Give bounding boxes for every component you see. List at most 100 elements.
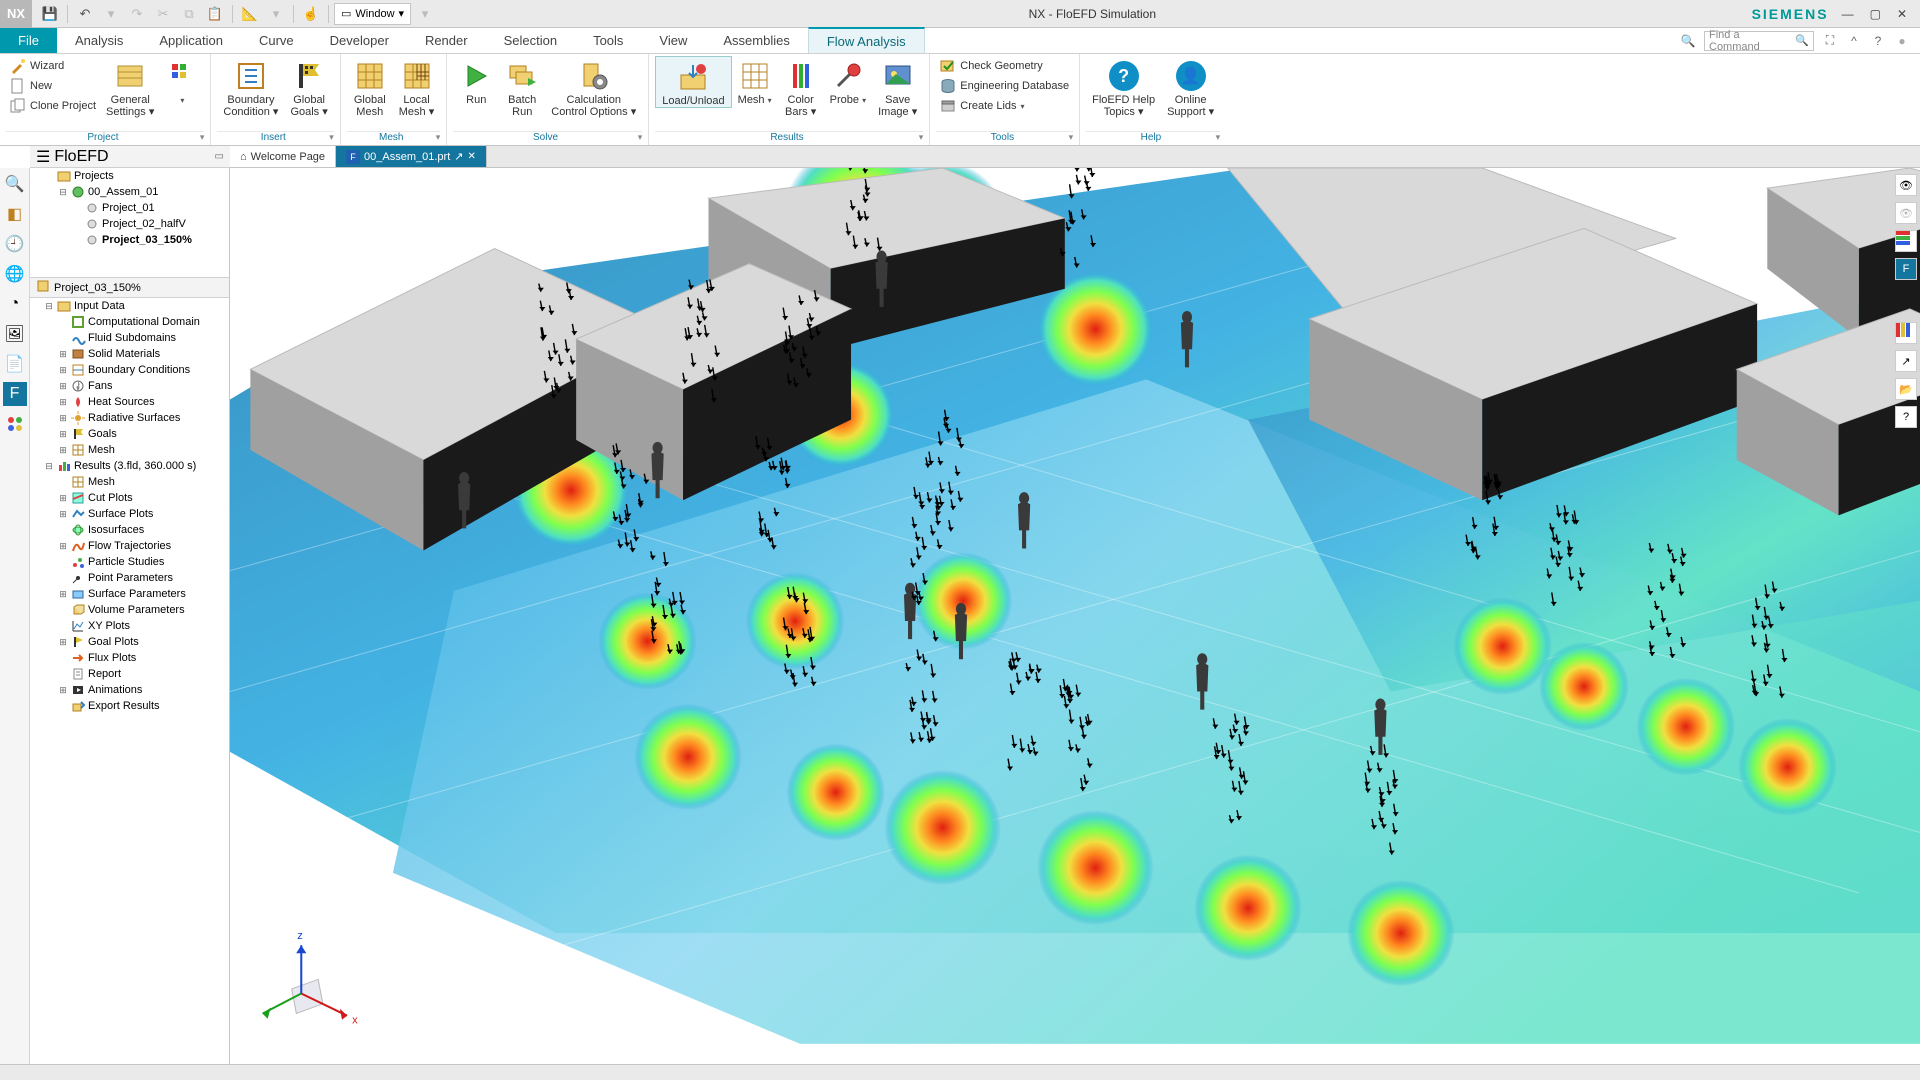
rr-flag-icon[interactable]: F	[1895, 258, 1917, 280]
calc-control-options-button[interactable]: CalculationControl Options ▾	[545, 56, 642, 118]
load-unload-button[interactable]: Load/Unload	[655, 56, 731, 108]
rr-open-icon[interactable]: 📂	[1895, 378, 1917, 400]
input-item[interactable]: Computational Domain	[58, 314, 229, 330]
global-goals-button[interactable]: GlobalGoals ▾	[284, 56, 333, 118]
menu-tab-analysis[interactable]: Analysis	[57, 28, 141, 53]
project-item[interactable]: Project_02_halfV	[72, 216, 229, 232]
active-document-tab[interactable]: F 00_Assem_01.prt ↗ ✕	[336, 146, 487, 167]
window-selector[interactable]: ▭ Window ▾	[334, 3, 411, 25]
undo-caret-icon[interactable]: ▾	[99, 2, 123, 26]
local-mesh-button[interactable]: LocalMesh ▾	[393, 56, 440, 118]
results-node[interactable]: ⊟Results (3.fld, 360.000 s)	[44, 458, 229, 474]
save-icon[interactable]: 💾	[38, 2, 62, 26]
input-item[interactable]: ⊞Fans	[58, 378, 229, 394]
undo-icon[interactable]: ↶	[73, 2, 97, 26]
close-button[interactable]: ✕	[1894, 7, 1910, 21]
rail-doc-icon[interactable]: 📄	[3, 352, 27, 376]
run-button[interactable]: Run	[453, 56, 499, 106]
create-lids-button[interactable]: Create Lids ▾	[936, 96, 1073, 116]
input-item[interactable]: Fluid Subdomains	[58, 330, 229, 346]
input-item[interactable]: ⊞Radiative Surfaces	[58, 410, 229, 426]
menu-tab-application[interactable]: Application	[141, 28, 241, 53]
project-item[interactable]: Project_03_150%	[72, 232, 229, 248]
input-item[interactable]: ⊞Heat Sources	[58, 394, 229, 410]
rail-finder-icon[interactable]: 🔍	[3, 172, 27, 196]
general-settings-button[interactable]: GeneralSettings ▾	[100, 56, 160, 118]
input-item[interactable]: ⊞Mesh	[58, 442, 229, 458]
assembly-node[interactable]: ⊟00_Assem_01	[58, 184, 229, 200]
rail-globe-icon[interactable]: 🌐	[3, 262, 27, 286]
copy-icon[interactable]: ⧉	[177, 2, 201, 26]
pin-icon[interactable]: ▭	[215, 151, 224, 162]
check-geometry-button[interactable]: Check Geometry	[936, 56, 1073, 76]
input-item[interactable]: ⊞Goals	[58, 426, 229, 442]
results-item[interactable]: Volume Parameters	[58, 602, 229, 618]
menu-tab-tools[interactable]: Tools	[575, 28, 641, 53]
rr-colorbar-icon[interactable]	[1895, 230, 1917, 252]
redo-icon[interactable]: ↷	[125, 2, 149, 26]
rr-eye-icon[interactable]: 👁	[1895, 174, 1917, 196]
menu-tab-flow-analysis[interactable]: Flow Analysis	[808, 27, 925, 53]
rail-nav-icon[interactable]: ◧	[3, 202, 27, 226]
search-icon[interactable]: 🔍	[1680, 33, 1696, 49]
results-item[interactable]: Report	[58, 666, 229, 682]
command-search-input[interactable]: Find a Command 🔍	[1704, 31, 1814, 51]
wizard-button[interactable]: Wizard	[6, 56, 100, 76]
results-item[interactable]: ⊞Surface Parameters	[58, 586, 229, 602]
menu-tab-selection[interactable]: Selection	[486, 28, 575, 53]
clone-project-button[interactable]: Clone Project	[6, 96, 100, 116]
maximize-button[interactable]: ▢	[1867, 7, 1884, 21]
menu-tab-developer[interactable]: Developer	[312, 28, 407, 53]
rr-legend-icon[interactable]	[1895, 322, 1917, 344]
input-item[interactable]: ⊞Boundary Conditions	[58, 362, 229, 378]
online-support-button[interactable]: 👤 OnlineSupport ▾	[1161, 56, 1220, 118]
boundary-condition-button[interactable]: BoundaryCondition ▾	[217, 56, 284, 118]
rail-palette-icon[interactable]	[3, 412, 27, 436]
overflow-caret-icon[interactable]: ▾	[413, 2, 437, 26]
probe-button[interactable]: Probe ▾	[824, 56, 872, 107]
menu-tab-view[interactable]: View	[641, 28, 705, 53]
results-item[interactable]: Mesh	[58, 474, 229, 490]
measure-caret-icon[interactable]: ▾	[264, 2, 288, 26]
results-item[interactable]: ⊞Animations	[58, 682, 229, 698]
measure-icon[interactable]: 📐	[238, 2, 262, 26]
projects-tree[interactable]: Projects ⊟00_Assem_01 Project_01Project_…	[30, 168, 229, 278]
new-button[interactable]: New	[6, 76, 100, 96]
project-item[interactable]: Project_01	[72, 200, 229, 216]
tab-close-icon[interactable]: ✕	[467, 151, 475, 162]
input-data-node[interactable]: ⊟Input Data	[44, 298, 229, 314]
save-image-button[interactable]: SaveImage ▾	[872, 56, 923, 118]
viewport-3d[interactable]: x z 👁 👁 F ↗ 📂 ?	[230, 168, 1920, 1064]
settings-dot-icon[interactable]: ●	[1894, 33, 1910, 49]
file-tab[interactable]: File	[0, 28, 57, 53]
rail-clock-icon[interactable]: ◔	[3, 292, 27, 316]
results-item[interactable]: Export Results	[58, 698, 229, 714]
menu-tab-render[interactable]: Render	[407, 28, 486, 53]
results-item[interactable]: Isosurfaces	[58, 522, 229, 538]
touch-icon[interactable]: ☝	[299, 2, 323, 26]
rail-image-icon[interactable]: 🖼	[3, 322, 27, 346]
rr-hidden-icon[interactable]: 👁	[1895, 202, 1917, 224]
results-item[interactable]: Flux Plots	[58, 650, 229, 666]
results-item[interactable]: Particle Studies	[58, 554, 229, 570]
results-item[interactable]: ⊞Flow Trajectories	[58, 538, 229, 554]
input-item[interactable]: ⊞Solid Materials	[58, 346, 229, 362]
floefd-help-button[interactable]: ? FloEFD HelpTopics ▾	[1086, 56, 1161, 118]
help-icon[interactable]: ?	[1870, 33, 1886, 49]
results-item[interactable]: ⊞Goal Plots	[58, 634, 229, 650]
color-bars-button[interactable]: ColorBars ▾	[778, 56, 824, 118]
analysis-tree[interactable]: ⊟Input Data Computational DomainFluid Su…	[30, 298, 229, 1064]
rr-probe-icon[interactable]: ↗	[1895, 350, 1917, 372]
menu-tab-assemblies[interactable]: Assemblies	[705, 28, 807, 53]
menu-tab-curve[interactable]: Curve	[241, 28, 312, 53]
rr-help-icon[interactable]: ?	[1895, 406, 1917, 428]
cut-icon[interactable]: ✂	[151, 2, 175, 26]
chevron-up-icon[interactable]: ^	[1846, 33, 1862, 49]
results-item[interactable]: Point Parameters	[58, 570, 229, 586]
rail-floefd-icon[interactable]: F	[3, 382, 27, 406]
welcome-tab[interactable]: ⌂Welcome Page	[230, 146, 336, 167]
global-mesh-button[interactable]: GlobalMesh	[347, 56, 393, 118]
results-item[interactable]: XY Plots	[58, 618, 229, 634]
panel-menu-icon[interactable]: ☰	[36, 147, 50, 167]
rail-history-icon[interactable]: 🕘	[3, 232, 27, 256]
